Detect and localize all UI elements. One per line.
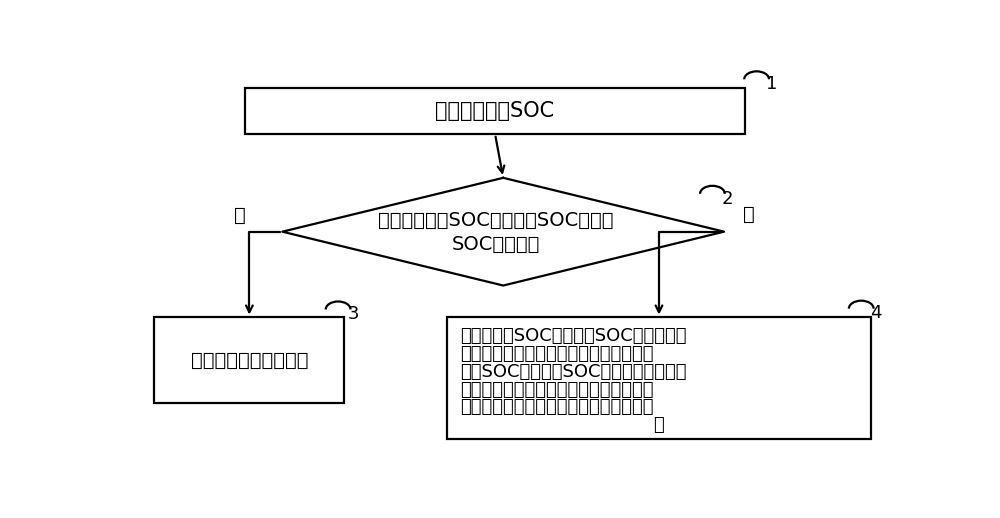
Text: 2: 2: [722, 190, 733, 208]
Text: 检测液流电池SOC: 检测液流电池SOC: [436, 101, 555, 121]
Text: 当液流电池SOC大于等于SOC上限，调整: 当液流电池SOC大于等于SOC上限，调整: [461, 327, 687, 346]
FancyBboxPatch shape: [447, 318, 871, 439]
FancyBboxPatch shape: [245, 88, 745, 134]
Text: 压: 压: [654, 416, 664, 434]
Text: 4: 4: [871, 305, 882, 322]
Text: 否: 否: [743, 205, 755, 224]
Text: 是: 是: [234, 206, 246, 225]
Text: 判断液流电池SOC是否置于SOC下限和: 判断液流电池SOC是否置于SOC下限和: [378, 211, 613, 230]
Text: 1: 1: [766, 75, 777, 93]
Text: 池电压处于第一预设电压和第二预设电压: 池电压处于第一预设电压和第二预设电压: [461, 381, 654, 399]
Text: 保持液流电池电压不变: 保持液流电池电压不变: [191, 351, 308, 370]
Text: 之间，所述第二预设电压高于第一预设电: 之间，所述第二预设电压高于第一预设电: [461, 398, 654, 416]
Text: 液流电池电压低于第一预设电压，当液流: 液流电池电压低于第一预设电压，当液流: [461, 345, 654, 363]
Text: 电池SOC小于等于SOC下限，调整液流电: 电池SOC小于等于SOC下限，调整液流电: [461, 363, 687, 381]
Text: SOC上限之间: SOC上限之间: [451, 235, 540, 254]
Text: 3: 3: [347, 305, 359, 323]
FancyBboxPatch shape: [154, 318, 344, 403]
